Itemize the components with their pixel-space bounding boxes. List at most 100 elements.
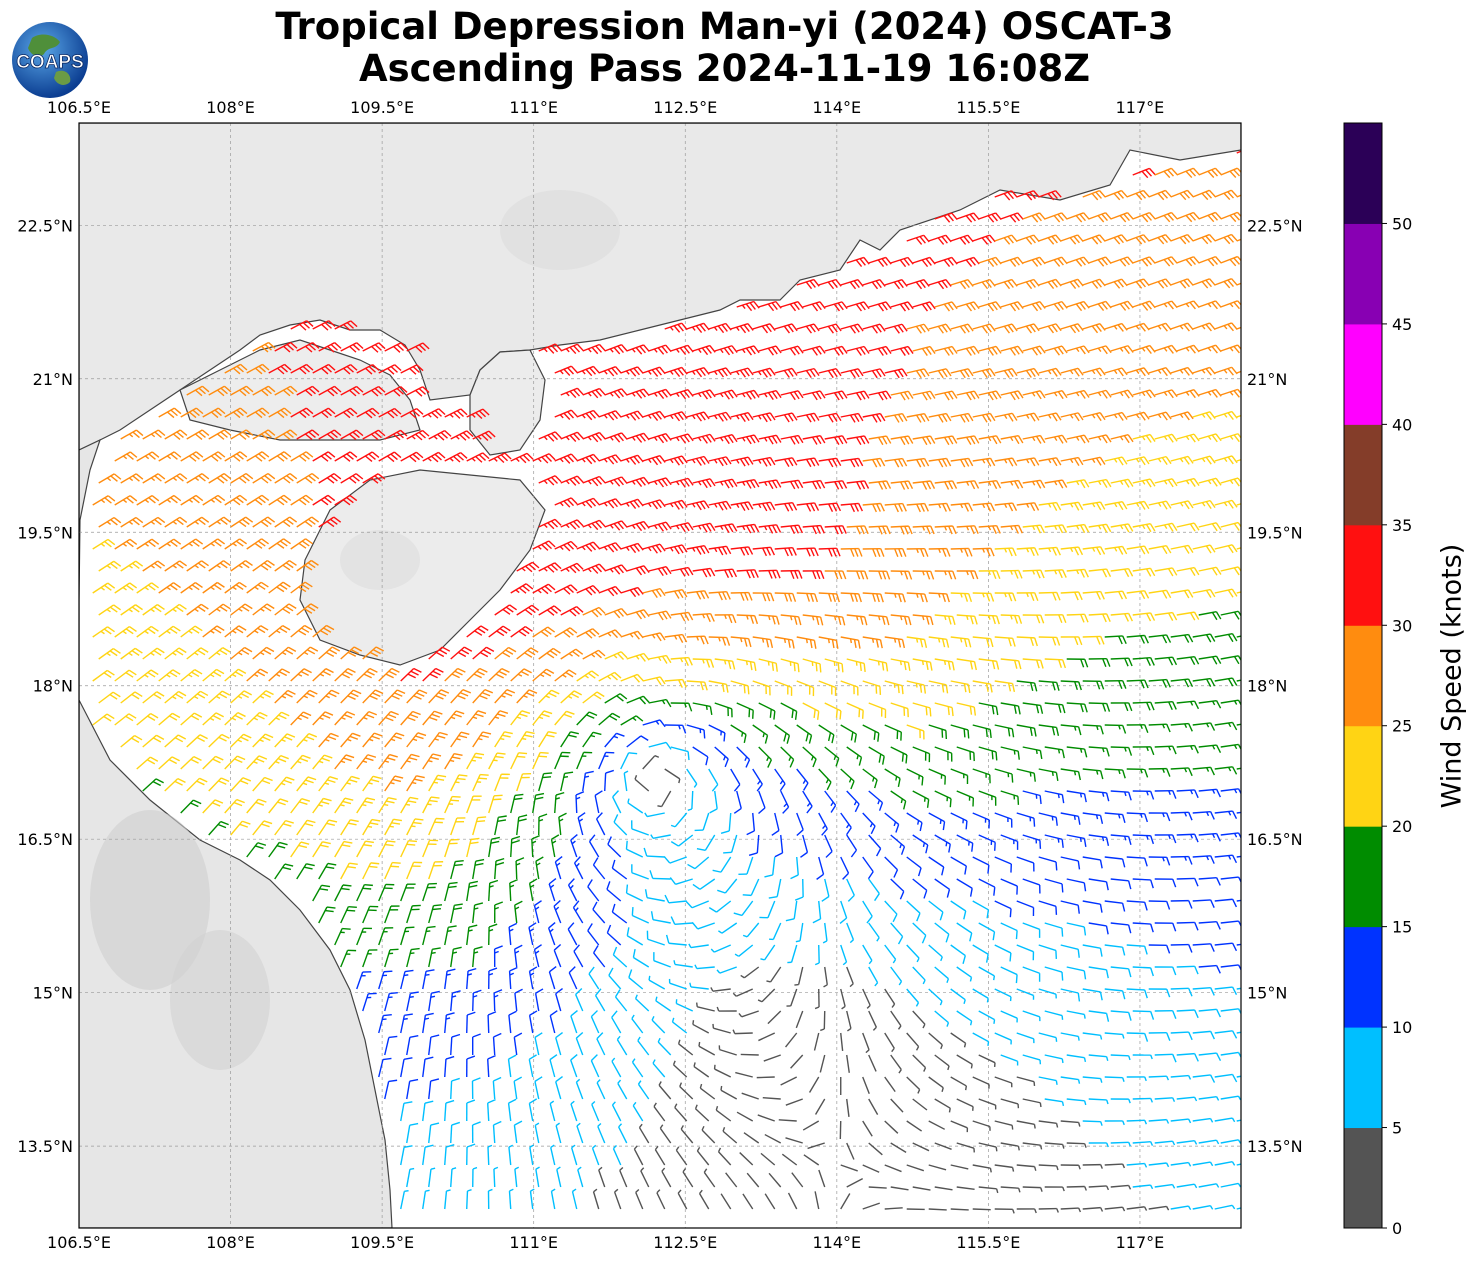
wind-barb: [912, 966, 926, 985]
wind-barb: [759, 900, 776, 919]
wind-barb: [180, 712, 203, 726]
wind-barb: [620, 454, 644, 465]
wind-barb: [246, 451, 270, 462]
wind-barb: [631, 820, 649, 836]
wind-barb: [290, 581, 313, 594]
wind-barb: [230, 603, 253, 616]
wind-barb: [1044, 1186, 1065, 1192]
wind-barb: [846, 614, 868, 626]
wind-barb: [791, 1172, 804, 1188]
wind-barb: [1132, 1097, 1153, 1103]
wind-barb: [730, 456, 754, 467]
wind-barb: [686, 590, 710, 600]
wind-barb: [661, 1167, 672, 1188]
wind-barb: [268, 754, 289, 770]
wind-barb: [428, 904, 443, 924]
lon-tick-label-top: 106.5°E: [47, 98, 111, 117]
wind-barb: [516, 814, 528, 836]
wind-barb: [1066, 256, 1090, 267]
wind-barb: [596, 1032, 606, 1056]
wind-barb: [428, 689, 450, 704]
wind-barb: [142, 691, 165, 704]
wind-barb: [611, 859, 628, 880]
wind-barb: [840, 768, 855, 790]
wind-barb: [956, 570, 979, 580]
wind-barb: [862, 412, 886, 423]
wind-barb: [1088, 966, 1109, 979]
wind-barb: [994, 547, 1017, 557]
wind-barb: [444, 795, 461, 814]
wind-barb: [252, 429, 276, 440]
wind-barb: [796, 278, 820, 290]
wind-barb: [1214, 499, 1238, 509]
wind-barb: [1220, 255, 1241, 267]
colorbar-tick-label: 10: [1392, 1018, 1412, 1037]
wind-barb: [824, 702, 842, 720]
wind-barb: [202, 712, 224, 726]
wind-barb: [1110, 922, 1132, 934]
wind-barb: [378, 364, 402, 375]
wind-barb: [296, 385, 320, 397]
wind-barb: [1192, 722, 1216, 731]
wind-barb: [712, 856, 732, 873]
wind-barb: [378, 797, 397, 814]
wind-barb: [274, 863, 294, 880]
wind-barb: [406, 1122, 419, 1144]
wind-barb: [648, 975, 666, 990]
wind-barb: [1104, 988, 1126, 1000]
wind-barb: [472, 1166, 478, 1188]
wind-barb: [890, 345, 914, 356]
wind-barb: [296, 776, 317, 792]
wind-barb: [950, 1076, 968, 1091]
wind-barb: [400, 1013, 413, 1034]
wind-barb: [934, 525, 957, 535]
wind-barb: [378, 451, 402, 463]
wind-barb: [576, 670, 600, 682]
wind-barb: [362, 429, 386, 441]
wind-barb: [612, 946, 628, 968]
wind-barb: [686, 724, 706, 739]
wind-barb: [400, 1057, 413, 1078]
wind-barb: [846, 390, 870, 401]
wind-barb: [576, 541, 600, 552]
wind-barb: [576, 1122, 584, 1144]
wind-barb: [1214, 766, 1238, 775]
wind-barb: [730, 636, 752, 648]
wind-barb: [1154, 478, 1178, 488]
wind-barb: [594, 790, 603, 814]
wind-barb: [1176, 256, 1200, 267]
wind-barb: [268, 625, 291, 638]
wind-barb: [785, 900, 798, 922]
wind-barb: [598, 410, 622, 421]
colorbar-bin: [1344, 1127, 1382, 1229]
wind-barb: [1060, 988, 1081, 1002]
wind-barb: [736, 345, 760, 356]
wind-barb: [736, 478, 760, 489]
wind-barb: [718, 922, 738, 934]
wind-barb: [493, 945, 503, 968]
wind-barb: [1104, 679, 1127, 689]
wind-barb: [906, 368, 930, 379]
wind-barb: [598, 454, 622, 465]
wind-barb: [802, 301, 826, 312]
wind-barb: [268, 451, 292, 462]
wind-barb: [723, 834, 738, 854]
wind-barb: [560, 475, 584, 486]
wind-barb: [774, 768, 786, 792]
wind-barb: [699, 1083, 716, 1100]
colorbar-tick-label: 20: [1392, 817, 1412, 836]
wind-barb: [670, 702, 693, 712]
wind-barb: [1192, 899, 1215, 908]
wind-barb: [890, 570, 913, 580]
wind-barb: [1192, 677, 1216, 687]
wind-barb: [1044, 300, 1068, 312]
wind-barb: [796, 323, 820, 334]
wind-barb: [972, 368, 996, 379]
wind-barb: [1176, 655, 1200, 666]
wind-barb: [611, 1057, 622, 1078]
wind-barb: [736, 569, 759, 579]
wind-barb: [548, 878, 557, 902]
wind-barb: [928, 547, 951, 557]
wind-barb: [780, 390, 804, 401]
wind-barb: [1110, 212, 1134, 223]
